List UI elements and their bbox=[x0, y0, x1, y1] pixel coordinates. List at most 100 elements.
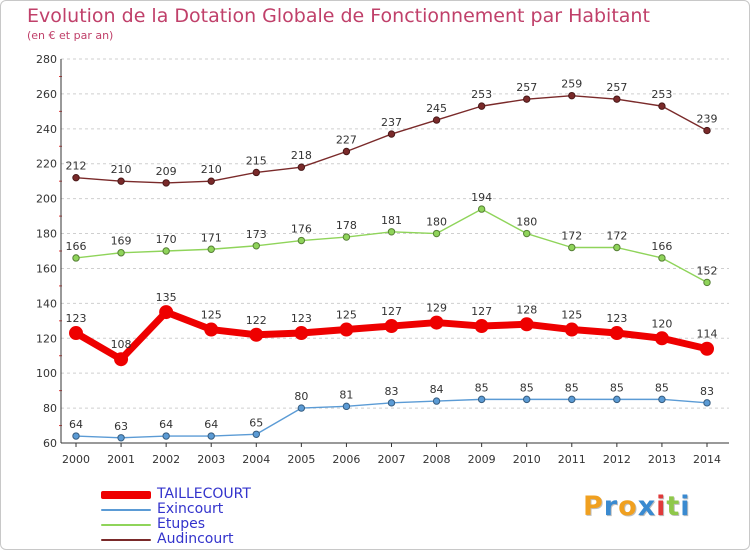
legend-label-taillecourt: TAILLECOURT bbox=[157, 486, 251, 502]
data-label-taillecourt: 125 bbox=[201, 309, 222, 322]
data-label-exincourt: 85 bbox=[475, 381, 489, 394]
logo-letter: o bbox=[618, 491, 638, 522]
data-point-exincourt bbox=[342, 402, 351, 411]
data-label-exincourt: 85 bbox=[520, 381, 534, 394]
data-point-exincourt bbox=[432, 397, 441, 405]
data-label-exincourt: 63 bbox=[114, 420, 128, 433]
x-tick-label: 2011 bbox=[558, 453, 586, 466]
data-point-etupes bbox=[252, 242, 260, 250]
data-point-taillecourt bbox=[474, 319, 489, 334]
data-point-exincourt bbox=[387, 399, 396, 407]
data-point-taillecourt bbox=[249, 327, 264, 342]
data-label-exincourt: 64 bbox=[69, 418, 83, 431]
data-label-etupes: 180 bbox=[516, 216, 537, 229]
data-label-taillecourt: 122 bbox=[246, 314, 267, 327]
y-tick-label: 220 bbox=[36, 158, 57, 171]
data-point-etupes bbox=[658, 254, 666, 262]
data-point-taillecourt bbox=[159, 305, 174, 320]
y-tick-label: 160 bbox=[36, 262, 57, 275]
legend-item-etupes: Etupes bbox=[101, 516, 301, 532]
data-label-taillecourt: 128 bbox=[516, 303, 537, 316]
x-tick-label: 2006 bbox=[332, 453, 360, 466]
data-label-etupes: 172 bbox=[606, 230, 627, 243]
x-tick-label: 2002 bbox=[152, 453, 180, 466]
data-label-taillecourt: 135 bbox=[156, 291, 177, 304]
legend-item-taillecourt: TAILLECOURT bbox=[101, 486, 301, 502]
proxiti-logo: Proxiti bbox=[583, 491, 691, 522]
data-label-exincourt: 85 bbox=[565, 381, 579, 394]
data-label-taillecourt: 125 bbox=[336, 309, 357, 322]
data-label-audincourt: 227 bbox=[336, 134, 357, 147]
data-label-audincourt: 209 bbox=[156, 165, 177, 178]
data-label-taillecourt: 108 bbox=[111, 338, 132, 351]
data-point-audincourt bbox=[72, 173, 80, 182]
data-point-etupes bbox=[568, 243, 576, 252]
x-tick-label: 2010 bbox=[513, 453, 541, 466]
data-point-etupes bbox=[523, 229, 531, 238]
data-point-taillecourt bbox=[69, 326, 83, 341]
x-tick-label: 2009 bbox=[468, 453, 496, 466]
data-label-taillecourt: 123 bbox=[606, 312, 627, 325]
data-point-taillecourt bbox=[609, 326, 624, 341]
data-label-taillecourt: 123 bbox=[66, 312, 87, 325]
chart-subtitle: (en € et par an) bbox=[27, 29, 114, 42]
data-label-audincourt: 245 bbox=[426, 102, 447, 115]
data-label-exincourt: 85 bbox=[655, 381, 669, 394]
data-label-exincourt: 83 bbox=[385, 385, 399, 398]
legend-label-etupes: Etupes bbox=[157, 516, 206, 532]
data-label-etupes: 181 bbox=[381, 214, 402, 227]
data-point-exincourt bbox=[658, 395, 666, 404]
logo-letter: x bbox=[637, 491, 657, 522]
data-point-taillecourt bbox=[294, 326, 309, 341]
data-label-audincourt: 239 bbox=[697, 113, 718, 126]
data-point-taillecourt bbox=[519, 317, 534, 332]
data-point-audincourt bbox=[342, 147, 351, 156]
data-label-audincourt: 237 bbox=[381, 116, 402, 129]
x-tick-label: 2003 bbox=[197, 453, 225, 466]
data-label-taillecourt: 127 bbox=[471, 305, 492, 318]
data-label-audincourt: 253 bbox=[471, 88, 492, 101]
data-point-exincourt bbox=[613, 395, 621, 404]
data-label-exincourt: 65 bbox=[249, 416, 263, 429]
legend: TAILLECOURT Exincourt Etupes Audincourt bbox=[101, 486, 301, 547]
y-tick-label: 200 bbox=[36, 193, 57, 206]
y-tick-label: 260 bbox=[36, 88, 57, 101]
data-label-audincourt: 259 bbox=[561, 78, 582, 91]
x-tick-label: 2012 bbox=[603, 453, 631, 466]
logo-letter: t bbox=[666, 491, 681, 522]
data-point-exincourt bbox=[162, 432, 170, 440]
data-point-etupes bbox=[342, 233, 351, 241]
data-point-audincourt bbox=[162, 179, 170, 187]
data-point-taillecourt bbox=[564, 322, 579, 337]
data-point-taillecourt bbox=[204, 322, 219, 337]
y-tick-label: 140 bbox=[36, 297, 57, 310]
legend-swatch-exincourt bbox=[101, 509, 151, 511]
legend-label-audincourt: Audincourt bbox=[157, 531, 234, 547]
data-point-etupes bbox=[162, 247, 170, 255]
data-label-etupes: 178 bbox=[336, 219, 357, 232]
data-label-exincourt: 80 bbox=[294, 390, 308, 403]
y-tick-label: 180 bbox=[36, 228, 57, 241]
data-point-exincourt bbox=[252, 430, 260, 438]
data-label-audincourt: 253 bbox=[651, 88, 672, 101]
data-label-exincourt: 84 bbox=[430, 383, 444, 396]
legend-swatch-audincourt bbox=[101, 539, 151, 541]
legend-label-exincourt: Exincourt bbox=[157, 501, 224, 517]
data-point-exincourt bbox=[297, 404, 306, 412]
data-label-etupes: 173 bbox=[246, 228, 267, 241]
data-point-audincourt bbox=[432, 116, 441, 124]
x-tick-label: 2005 bbox=[287, 453, 315, 466]
data-point-etupes bbox=[432, 229, 441, 238]
x-tick-label: 2000 bbox=[62, 453, 90, 466]
data-label-taillecourt: 125 bbox=[561, 309, 582, 322]
data-point-audincourt bbox=[613, 95, 621, 103]
data-label-exincourt: 81 bbox=[339, 388, 353, 401]
logo-letter: i bbox=[680, 491, 691, 522]
data-label-etupes: 194 bbox=[471, 191, 492, 204]
data-point-exincourt bbox=[703, 399, 711, 407]
data-label-etupes: 166 bbox=[651, 240, 672, 253]
data-point-etupes bbox=[613, 243, 621, 252]
data-point-exincourt bbox=[72, 432, 80, 440]
legend-swatch-etupes bbox=[101, 524, 151, 526]
